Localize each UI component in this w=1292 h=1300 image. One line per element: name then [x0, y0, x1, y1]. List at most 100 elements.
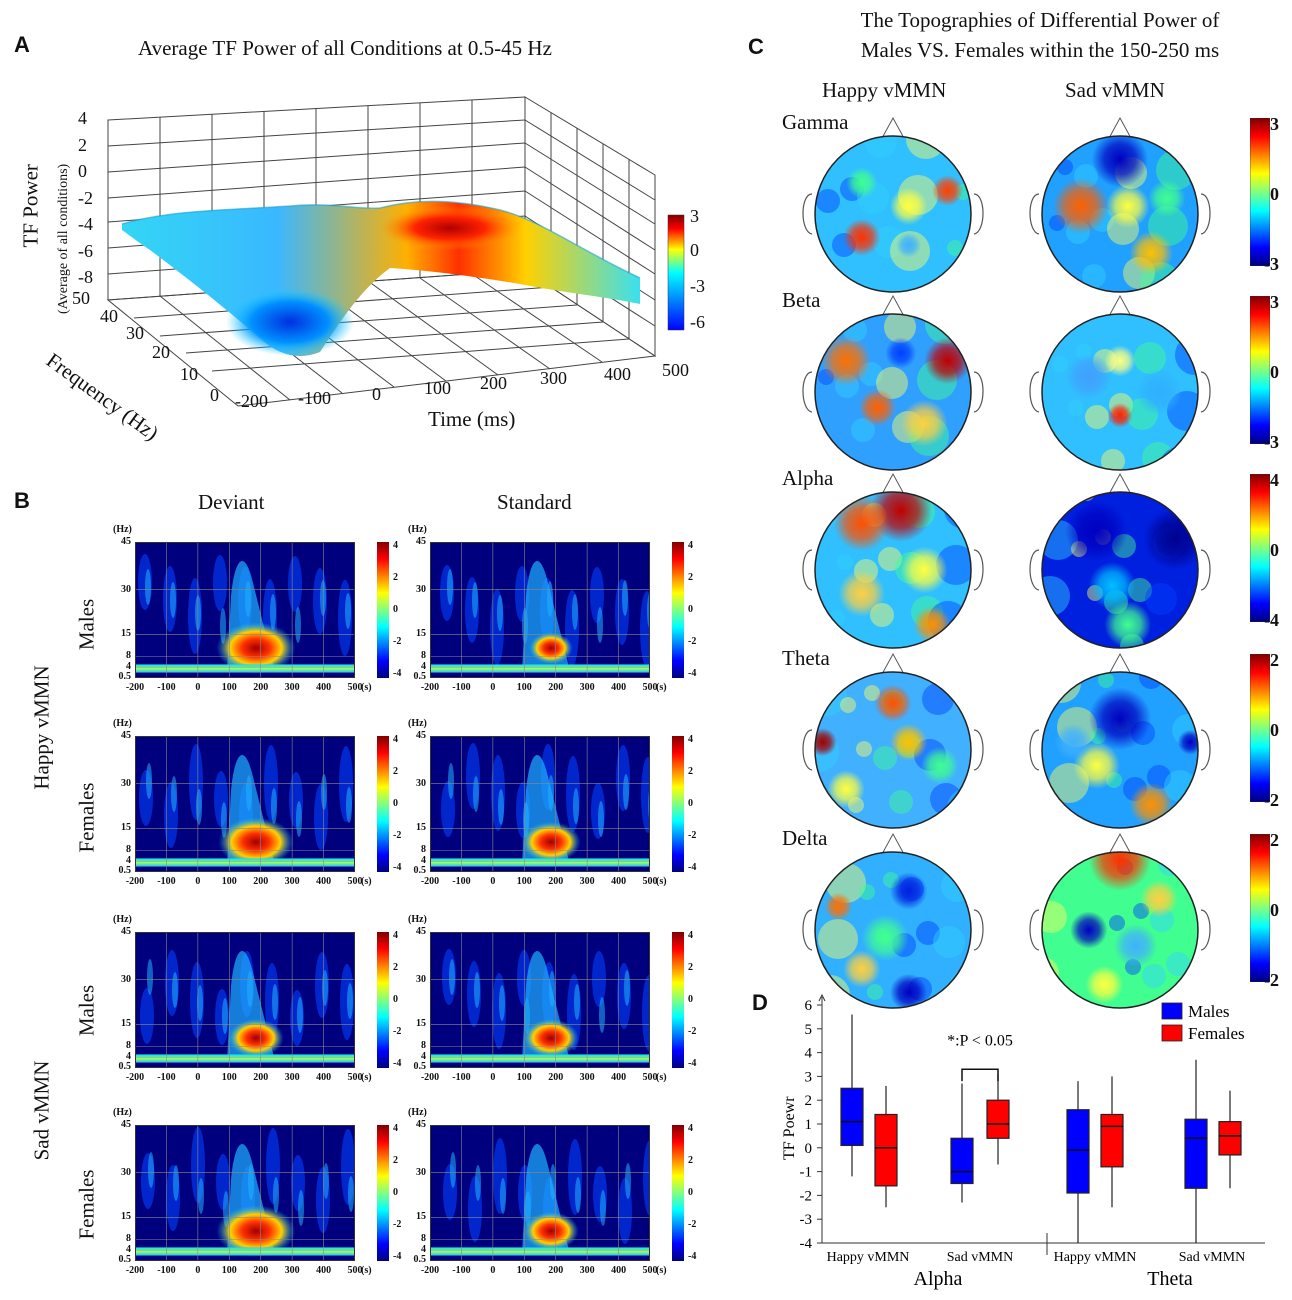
tf-colorbar [672, 736, 684, 872]
tf-xtick: 100 [516, 682, 532, 693]
topomap-gamma-happy [802, 116, 984, 293]
tf-cb-tick: -4 [688, 1251, 697, 1262]
significance-bracket [961, 1068, 999, 1082]
ztick: -2 [78, 187, 93, 208]
tf-xtick: -200 [420, 1072, 440, 1083]
topo-cb-cb_mid: 0 [1270, 184, 1279, 204]
tf-xtick: 300 [579, 1265, 595, 1276]
tf-ytick: 0.5 [413, 670, 427, 682]
tf-ytick: 45 [121, 1119, 131, 1130]
tf-ytick: 8 [126, 650, 131, 662]
tf-cb-tick: 0 [393, 1187, 398, 1198]
tf-ytick: 15 [416, 1018, 426, 1030]
topo-cb-cb_max: 2 [1270, 650, 1279, 670]
tf-colorbar [377, 736, 389, 872]
tf-map-hf-std [430, 736, 650, 872]
topo-colorbar-beta [1250, 296, 1270, 444]
tf-xtick: 400 [611, 1072, 627, 1083]
panel-b-col-deviant: Deviant [198, 490, 265, 514]
topo-cb-cb_mid: 0 [1270, 540, 1279, 560]
tf-cb-tick: 2 [393, 962, 398, 973]
tf-xtick: 400 [316, 682, 332, 693]
row-label-males-2: Males [74, 984, 99, 1037]
legend-label-females: Females [1188, 1024, 1245, 1043]
topo-cb-cb_mid: 0 [1270, 720, 1279, 740]
tf-xtick: 300 [284, 876, 300, 887]
tf-ytick: 0.5 [413, 1253, 427, 1265]
tf-map-sf-std [430, 1125, 650, 1261]
x-group-label-alpha: Alpha [914, 1268, 963, 1290]
tf-xtick: 400 [611, 1265, 627, 1276]
tf-xtick: 400 [316, 1265, 332, 1276]
tf-ytick: 4 [126, 1244, 131, 1256]
tf-xtick: -100 [452, 1265, 471, 1276]
topo-cb-cb_max: 3 [1270, 114, 1279, 134]
box-alpha-happy-females [874, 1085, 898, 1208]
tf-xtick: 300 [284, 1072, 300, 1083]
topo-cb-cb_max: 3 [1270, 292, 1279, 312]
tf-xtick: 200 [548, 1072, 564, 1083]
tf-ytick: 0.5 [413, 864, 427, 876]
panel-d-label: D [752, 990, 768, 1015]
tf-xtick: -100 [157, 876, 176, 887]
tf-colorbar [377, 542, 389, 678]
x-group-label-theta: Theta [1147, 1268, 1193, 1290]
y-axis-label: TF Poewr [781, 1096, 798, 1160]
topo-colorbar-alpha [1250, 474, 1270, 622]
panel-a-xlabel: Time (ms) [428, 407, 516, 431]
fticks-4: 10 [180, 364, 198, 384]
tf-s-unit: (s) [361, 1265, 372, 1276]
panel-c-title-1: The Topographies of Differential Power o… [860, 8, 1220, 32]
tf-xtick: 200 [253, 876, 269, 887]
tf-cb-tick: 2 [393, 766, 398, 777]
tf-ytick: 15 [416, 822, 426, 834]
fticks-3: 20 [152, 342, 170, 362]
tf-ytick: 45 [416, 1119, 426, 1130]
x-subgroup-label: Happy vMMN [1054, 1250, 1137, 1265]
tf-xtick: -200 [125, 1072, 145, 1083]
tf-cb-tick: 4 [688, 734, 693, 745]
box-alpha-happy-males [840, 1014, 864, 1177]
tf-xtick: 500 [642, 1072, 658, 1083]
tf-ytick: 8 [421, 650, 426, 662]
topomap-theta-sad [1029, 652, 1211, 829]
tf-xtick: -200 [125, 876, 145, 887]
tf-cb-tick: -4 [393, 1058, 402, 1069]
tf-ytick: 8 [126, 1040, 131, 1052]
box-theta-happy-males [1066, 1081, 1090, 1243]
tf-xtick: 500 [642, 1265, 658, 1276]
tf-s-unit: (s) [361, 876, 372, 887]
tf-ytick: 4 [421, 1051, 426, 1063]
tf-cb-tick: -2 [393, 636, 402, 647]
tf-xtick: 500 [642, 876, 658, 887]
tf-xtick: 0 [490, 876, 496, 887]
tf-cb-tick: -4 [393, 862, 402, 873]
tf-xtick: 500 [347, 1265, 363, 1276]
topomap-beta-happy [802, 294, 984, 471]
tf-ytick: 45 [121, 730, 131, 741]
tf-cb-tick: 4 [688, 540, 693, 551]
tf-xtick: 500 [642, 682, 658, 693]
tf-colorbar [672, 542, 684, 678]
tf-cb-tick: -4 [688, 1058, 697, 1069]
fticks-1: 40 [100, 306, 118, 326]
tf-ytick: 8 [126, 844, 131, 856]
tf-xtick: 0 [490, 682, 496, 693]
tf-xtick: 200 [548, 876, 564, 887]
tf-cb-tick: 0 [688, 1187, 693, 1198]
topo-colorbar-theta [1250, 654, 1270, 802]
tf-cb-tick: 4 [688, 1123, 693, 1134]
tf-xtick: 0 [195, 1072, 201, 1083]
tticks-1: -100 [298, 388, 331, 408]
panel-b-label: B [14, 488, 30, 513]
ztick: -4 [78, 214, 93, 234]
tf-map-hf-dev [135, 736, 355, 872]
x-subgroup-label: Sad vMMN [1179, 1250, 1246, 1265]
tf-ytick: 30 [416, 777, 426, 789]
tf-xtick: 300 [579, 876, 595, 887]
tf-cb-tick: 0 [688, 604, 693, 615]
box-theta-sad-males [1184, 1059, 1208, 1243]
tf-hz-unit: (Hz) [113, 914, 132, 925]
ztick: -8 [78, 267, 93, 287]
box-alpha-sad-females [986, 1074, 1010, 1165]
